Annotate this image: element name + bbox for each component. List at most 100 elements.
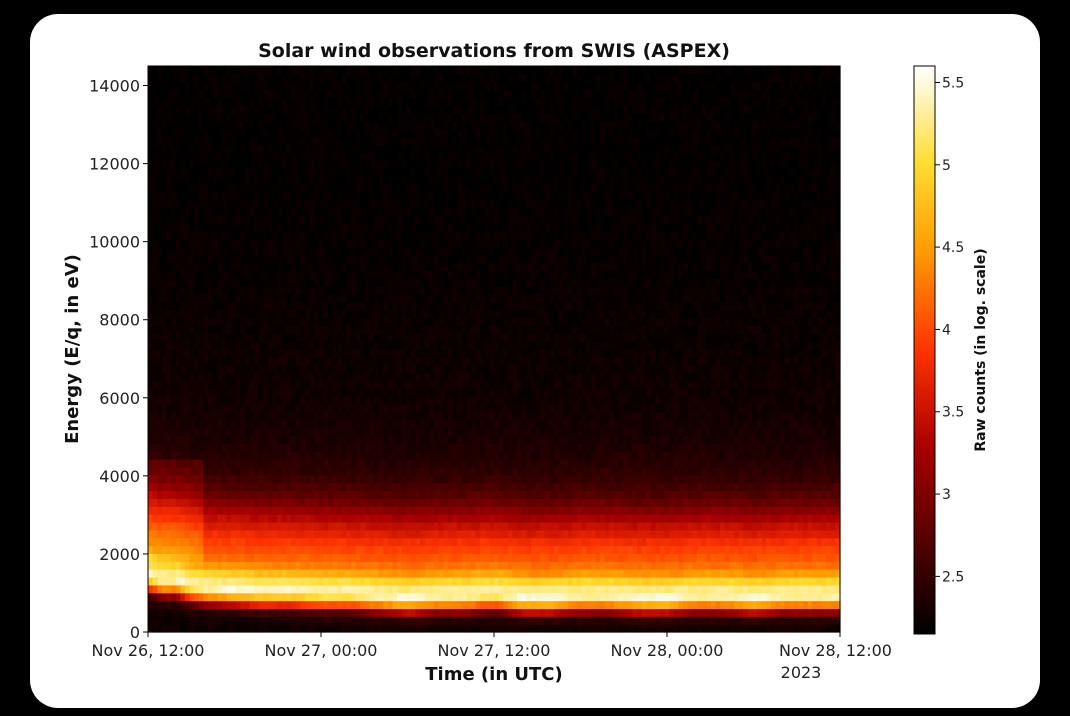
heatmap-cell [383,270,389,279]
heatmap-cell [249,231,255,240]
heatmap-cell [175,616,181,625]
heatmap-cell [401,238,407,248]
heatmap-cell [406,584,412,594]
heatmap-cell [249,105,255,114]
heatmap-cell [397,372,403,382]
heatmap-cell [267,404,274,413]
heatmap-cell [314,89,320,99]
heatmap-cell [346,490,352,499]
heatmap-cell [263,624,269,633]
heatmap-cell [457,584,463,594]
heatmap-cell [434,584,440,594]
heatmap-cell [443,144,449,154]
heatmap-cell [392,537,398,547]
heatmap-cell [424,372,431,382]
heatmap-cell [364,427,371,437]
heatmap-cell [332,553,338,562]
heatmap-cell [263,356,269,366]
heatmap-cell [360,144,366,154]
heatmap-cell [258,270,264,279]
heatmap-cell [364,270,371,279]
heatmap-cell [240,443,246,452]
heatmap-cell [452,498,458,507]
heatmap-cell [387,81,394,91]
heatmap-cell [258,160,264,169]
heatmap-cell [231,73,237,83]
heatmap-cell [240,238,246,248]
heatmap-cell [387,105,394,114]
heatmap-cell [171,81,177,91]
heatmap-cell [194,451,200,460]
heatmap-cell [309,286,315,295]
heatmap-cell [452,600,458,610]
heatmap-cell [194,191,200,201]
heatmap-cell [203,121,209,130]
heatmap-cell [221,207,228,216]
heatmap-cell [452,624,458,633]
heatmap-cell [207,89,214,99]
heatmap-cell [258,215,264,224]
heatmap-cell [406,490,412,499]
heatmap-cell [295,435,301,444]
heatmap-cell [420,270,426,279]
heatmap-cell [184,396,191,405]
heatmap-cell [360,569,366,578]
heatmap-cell [309,128,315,138]
heatmap-cell [341,97,347,106]
heatmap-cell [235,584,241,594]
heatmap-cell [157,113,163,122]
heatmap-cell [180,113,186,122]
heatmap-cell [189,176,195,185]
heatmap-cell [360,199,366,209]
heatmap-cell [337,592,343,602]
heatmap-cell [429,278,435,287]
heatmap-cell [226,411,232,421]
heatmap-cell [175,309,181,319]
heatmap-cell [323,419,329,429]
heatmap-cell [401,427,407,437]
heatmap-cell [374,537,380,547]
heatmap-cell [281,254,287,264]
heatmap-cell [286,254,292,264]
heatmap-cell [254,121,260,130]
heatmap-cell [346,168,352,177]
heatmap-cell [401,592,407,602]
heatmap-cell [254,199,260,209]
heatmap-cell [286,616,292,625]
heatmap-cell [397,404,403,413]
heatmap-cell [184,356,191,366]
heatmap-cell [184,191,191,201]
heatmap-cell [369,238,375,248]
heatmap-cell [180,105,186,114]
heatmap-cell [244,451,251,460]
heatmap-cell [337,73,343,83]
heatmap-cell [221,270,228,279]
heatmap-cell [341,404,347,413]
heatmap-cell [267,317,274,327]
heatmap-cell [438,89,444,99]
heatmap-cell [309,231,315,240]
heatmap-cell [194,443,200,452]
heatmap-cell [286,364,292,374]
heatmap-cell [194,459,200,468]
heatmap-cell [161,498,168,507]
heatmap-cell [217,176,223,185]
heatmap-cell [263,105,269,114]
heatmap-cell [221,246,228,256]
heatmap-cell [355,537,361,547]
heatmap-cell [272,144,278,154]
heatmap-cell [410,309,417,319]
heatmap-cell [447,309,454,319]
heatmap-cell [457,388,463,397]
heatmap-cell [323,396,329,405]
heatmap-cell [461,388,467,397]
heatmap-cell [406,121,412,130]
heatmap-cell [452,584,458,594]
heatmap-cell [309,325,315,334]
heatmap-cell [424,231,431,240]
heatmap-cell [166,246,172,256]
heatmap-cell [194,309,200,319]
heatmap-cell [258,388,264,397]
heatmap-cell [410,537,417,547]
heatmap-cell [457,443,463,452]
